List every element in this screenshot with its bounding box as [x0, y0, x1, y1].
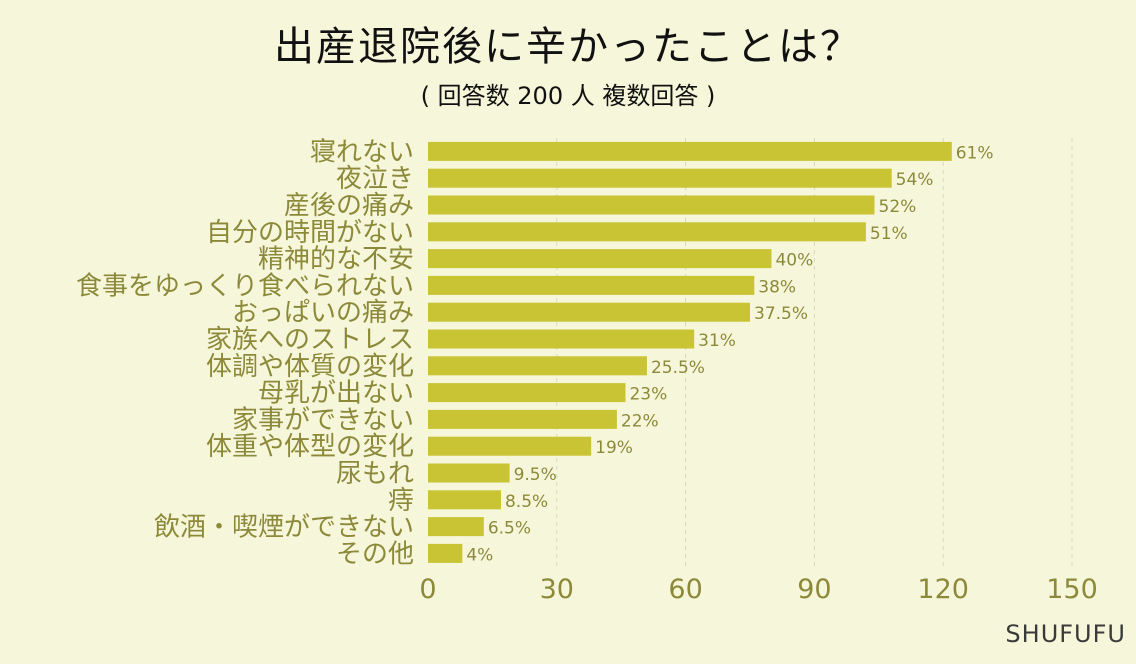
- bar: [428, 329, 695, 349]
- bar: [428, 275, 755, 295]
- bar: [428, 168, 892, 188]
- x-tick-label: 150: [1046, 574, 1098, 605]
- bar: [428, 517, 484, 537]
- brand-logo: SHUFUFU: [1005, 620, 1126, 648]
- data-label: 6.5%: [488, 519, 531, 539]
- category-label: 食事をゆっくり食べられない: [76, 271, 414, 301]
- category-label: 痔: [388, 486, 414, 516]
- category-label: 家族へのストレス: [206, 325, 414, 355]
- category-label: 尿もれ: [336, 459, 414, 489]
- x-tick-label: 90: [797, 574, 831, 605]
- x-tick-label: 60: [668, 574, 702, 605]
- bar: [428, 356, 647, 376]
- data-label: 22%: [621, 411, 659, 431]
- bar: [428, 249, 772, 269]
- data-label: 8.5%: [505, 492, 548, 512]
- category-label: おっぱいの痛み: [232, 298, 414, 328]
- tick-layer: 0 30 60 90 120 150: [419, 574, 1097, 605]
- chart-title: 出産退院後に辛かったことは？: [274, 24, 862, 70]
- data-label: 40%: [775, 251, 813, 271]
- data-label: 52%: [879, 197, 917, 217]
- bar: [428, 409, 617, 429]
- bar: [428, 463, 510, 483]
- data-label: 9.5%: [514, 465, 557, 485]
- data-label: 23%: [629, 385, 667, 405]
- x-tick-label: 30: [540, 574, 574, 605]
- bar-layer: [428, 141, 952, 563]
- bar: [428, 436, 592, 456]
- bar: [428, 302, 750, 322]
- bar: [428, 543, 463, 563]
- data-label: 4%: [466, 545, 493, 565]
- category-label: 精神的な不安: [258, 245, 414, 275]
- data-label: 37.5%: [754, 304, 808, 324]
- data-label: 38%: [758, 277, 796, 297]
- data-label: 25.5%: [651, 358, 705, 378]
- bar: [428, 141, 952, 161]
- label-layer: 寝れない 61% 夜泣き 54% 産後の痛み 52% 自分の時間がない 51% 精神的な不安 40…: [76, 137, 994, 569]
- category-label: 自分の時間がない: [206, 218, 414, 248]
- data-label: 19%: [595, 438, 633, 458]
- category-label: 母乳が出ない: [258, 379, 414, 409]
- category-label: 体重や体型の変化: [206, 432, 414, 462]
- bar: [428, 383, 626, 403]
- bar: [428, 222, 866, 242]
- data-label: 51%: [870, 224, 908, 244]
- category-label: 飲酒・喫煙ができない: [154, 513, 414, 543]
- category-label: 寝れない: [310, 137, 414, 167]
- x-tick-label: 0: [419, 574, 436, 605]
- x-tick-label: 120: [917, 574, 969, 605]
- data-label: 31%: [698, 331, 736, 351]
- category-label: 夜泣き: [336, 164, 414, 194]
- category-label: 体調や体質の変化: [206, 352, 414, 382]
- category-label: 産後の痛み: [284, 191, 414, 221]
- bar: [428, 195, 875, 215]
- data-label: 54%: [896, 170, 934, 190]
- category-label: その他: [336, 539, 414, 569]
- data-label: 61%: [956, 143, 994, 163]
- chart-subtitle: ( 回答数 200 人 複数回答 ): [420, 82, 716, 110]
- bar: [428, 490, 501, 510]
- category-label: 家事ができない: [232, 405, 414, 435]
